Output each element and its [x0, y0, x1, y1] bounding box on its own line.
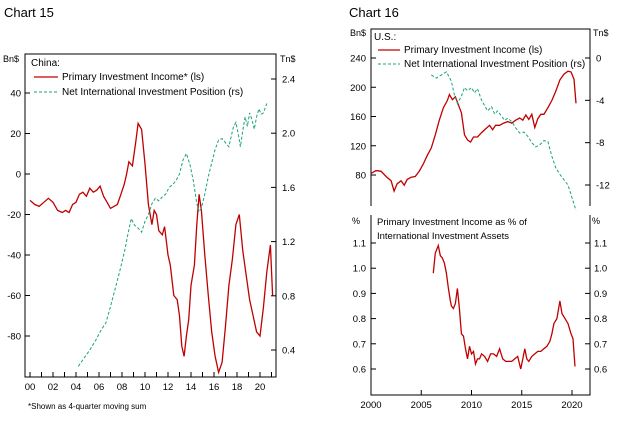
chart-16-income-line: [370, 70, 577, 194]
chart-15-legend-income: Primary Investment Income* (ls): [62, 72, 204, 83]
chart-15-number: Chart 15: [4, 5, 54, 20]
chart-15-x-tick-label: 12: [163, 382, 174, 393]
chart-16-left-tick-label: 160: [350, 112, 366, 123]
chart-16b-right-unit: %: [592, 216, 600, 226]
chart-15-right-tick-label: 1.6: [282, 183, 295, 194]
chart-16-right-tick-label: -12: [596, 181, 610, 192]
chart-16b-left-tick-label: 0.7: [353, 339, 366, 350]
chart-15-x-tick-label: 18: [232, 382, 243, 393]
chart-15-niip-line: [77, 103, 268, 367]
chart-15-left-tick-label: -60: [7, 291, 21, 302]
chart-15-panel-title: China:: [31, 58, 60, 69]
chart-15-x-tick-label: 20: [255, 382, 266, 393]
chart-16b-title-line1: Primary Investment Income as % of: [377, 217, 527, 228]
chart-15-right-tick-label: 0.4: [282, 346, 295, 357]
chart-15-right-tick-label: 2.0: [282, 129, 295, 140]
chart-16-top-frame: [370, 28, 591, 206]
chart-16b-left-unit: %: [352, 216, 360, 226]
chart-16-right-tick-label: 0: [596, 54, 601, 65]
chart-16-left-tick-label: 240: [350, 54, 366, 65]
chart-15-right-tick-label: 2.4: [282, 75, 295, 86]
chart-16b-right-tick-label: 1.1: [594, 239, 607, 250]
chart-15-left-tick-label: 40: [10, 89, 21, 100]
chart-15-left-tick-label: -80: [7, 332, 21, 343]
chart-16b-x-tick-label: 2005: [411, 400, 432, 411]
chart-16b-right-tick-label: 0.8: [594, 314, 607, 325]
chart-15-frame: [24, 53, 277, 378]
chart-16b-frame: [370, 215, 591, 396]
chart-15-right-unit: Tn$: [280, 54, 296, 64]
chart-15-x-tick-label: 04: [71, 382, 82, 393]
chart-15-x-tick-label: 10: [140, 382, 151, 393]
chart-15-footnote: *Shown as 4-quarter moving sum: [28, 402, 147, 411]
chart-16-legend-niip: Net International Investment Position (r…: [404, 59, 585, 70]
chart-16-left-tick-label: 200: [350, 83, 366, 94]
chart-16b-ratio-line: [432, 243, 576, 370]
chart-16-number: Chart 16: [349, 5, 399, 20]
chart-16b-left-tick-label: 1.1: [353, 239, 366, 250]
chart-16-panel-title: U.S.:: [374, 32, 396, 43]
chart-16-right-unit: Tn$: [593, 28, 609, 38]
chart-16b-left-tick-label: 0.9: [353, 289, 366, 300]
chart-16-legend-income: Primary Investment Income (ls): [404, 45, 542, 56]
chart-15-left-unit: Bn$: [3, 54, 19, 64]
chart-16b-right-tick-label: 1.0: [594, 264, 607, 275]
chart-16b-x-tick-label: 2010: [461, 400, 482, 411]
chart-15-income-line: [29, 121, 274, 375]
chart-15-x-tick-label: 16: [209, 382, 220, 393]
chart-15-left-tick-label: 20: [10, 129, 21, 140]
chart-16b-right-tick-label: 0.9: [594, 289, 607, 300]
chart-15-left-tick-label: -40: [7, 251, 21, 262]
chart-16b-x-tick-label: 2020: [561, 400, 582, 411]
chart-16b-left-tick-label: 0.8: [353, 314, 366, 325]
chart-16b-left-tick-label: 0.6: [353, 365, 366, 376]
chart-15-x-tick-label: 00: [25, 382, 36, 393]
chart-16b-right-tick-label: 0.7: [594, 339, 607, 350]
chart-16-left-unit: Bn$: [350, 28, 366, 38]
chart-16-right-tick-label: -8: [596, 138, 604, 149]
chart-15-right-tick-label: 1.2: [282, 237, 295, 248]
chart-15-right-tick-label: 0.8: [282, 291, 295, 302]
chart-15-left-tick-label: -20: [7, 210, 21, 221]
chart-15-x-tick-label: 02: [48, 382, 59, 393]
chart-15-x-tick-label: 08: [117, 382, 128, 393]
chart-15-left-tick-label: 0: [16, 170, 21, 181]
chart-16b-title-line2: International Investment Assets: [377, 231, 509, 242]
chart-16b-x-tick-label: 2015: [511, 400, 532, 411]
chart-16-niip-line: [431, 71, 577, 211]
chart-15-x-tick-label: 06: [94, 382, 105, 393]
chart-16-left-tick-label: 120: [350, 141, 366, 152]
chart-16b-right-tick-label: 0.6: [594, 365, 607, 376]
chart-16-right-tick-label: -4: [596, 96, 604, 107]
chart-15-legend-niip: Net International Investment Position (r…: [62, 87, 243, 98]
chart-16b-left-tick-label: 1.0: [353, 264, 366, 275]
chart-16-left-tick-label: 80: [355, 171, 366, 182]
chart-15-x-tick-label: 14: [186, 382, 197, 393]
chart-16b-x-tick-label: 2000: [360, 400, 381, 411]
